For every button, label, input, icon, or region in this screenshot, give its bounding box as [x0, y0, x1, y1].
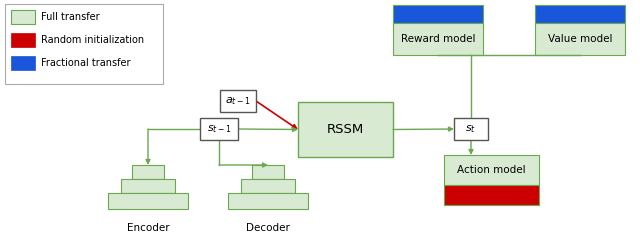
Text: Decoder: Decoder [246, 223, 290, 233]
Bar [298, 102, 393, 157]
Bar [454, 118, 488, 140]
Bar [121, 179, 175, 193]
Bar [393, 23, 483, 55]
Bar [11, 10, 35, 24]
Text: $s_{t-1}$: $s_{t-1}$ [207, 123, 231, 135]
Text: $s_t$: $s_t$ [465, 123, 477, 135]
Text: Fractional transfer: Fractional transfer [41, 58, 131, 68]
Text: $a_{t-1}$: $a_{t-1}$ [225, 95, 251, 107]
Text: RSSM: RSSM [327, 123, 364, 136]
Bar [393, 5, 483, 23]
Bar [444, 155, 539, 185]
Text: Random initialization: Random initialization [41, 35, 144, 45]
Bar [132, 165, 164, 179]
Bar [220, 90, 256, 112]
Bar [200, 118, 238, 140]
Bar [11, 56, 35, 70]
Text: Value model: Value model [548, 34, 612, 44]
Bar [535, 5, 625, 23]
Bar [535, 23, 625, 55]
Bar [252, 165, 284, 179]
Bar [228, 193, 308, 209]
Text: Action model: Action model [457, 165, 526, 175]
Bar [444, 185, 539, 205]
Bar [5, 4, 163, 84]
Text: Full transfer: Full transfer [41, 12, 100, 22]
Text: Encoder: Encoder [127, 223, 170, 233]
Bar [11, 33, 35, 47]
Text: Reward model: Reward model [401, 34, 476, 44]
Bar [108, 193, 188, 209]
Bar [241, 179, 295, 193]
